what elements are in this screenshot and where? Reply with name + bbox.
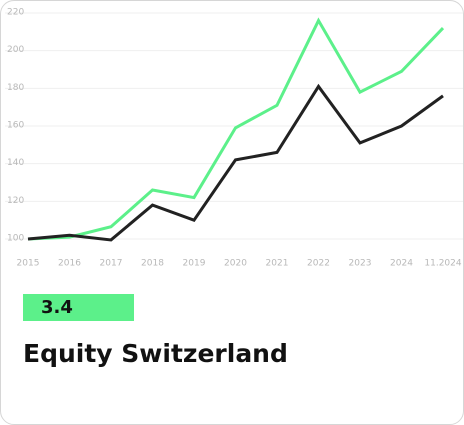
x-tick-label: 2021 xyxy=(266,259,289,269)
x-tick-label: 2017 xyxy=(100,259,123,269)
x-tick-label: 2024 xyxy=(390,259,413,269)
series-line xyxy=(27,83,444,242)
x-tick-label: 2018 xyxy=(141,259,164,269)
y-tick-label: 160 xyxy=(7,121,24,131)
x-tick-label: 2020 xyxy=(224,259,247,269)
x-tick-label: 2015 xyxy=(17,259,40,269)
x-tick-label: 2019 xyxy=(183,259,206,269)
y-tick-label: 220 xyxy=(7,8,24,18)
y-tick-label: 120 xyxy=(7,196,24,206)
y-tick-label: 180 xyxy=(7,83,24,93)
x-tick-label: 2022 xyxy=(307,259,330,269)
x-tick-label: 2023 xyxy=(349,259,372,269)
y-tick-label: 200 xyxy=(7,45,24,55)
x-tick-label: 11.2024 xyxy=(424,259,461,269)
y-tick-label: 100 xyxy=(7,234,24,244)
chart: 100 120 140 160 180 200 220 2015 2016 2017 2018 201… xyxy=(5,8,463,269)
series-line xyxy=(27,17,445,241)
y-tick-label: 140 xyxy=(7,158,24,168)
badge: 3.4 xyxy=(23,294,134,321)
x-tick-label: 2016 xyxy=(58,259,81,269)
card-title: Equity Switzerland xyxy=(23,339,288,368)
